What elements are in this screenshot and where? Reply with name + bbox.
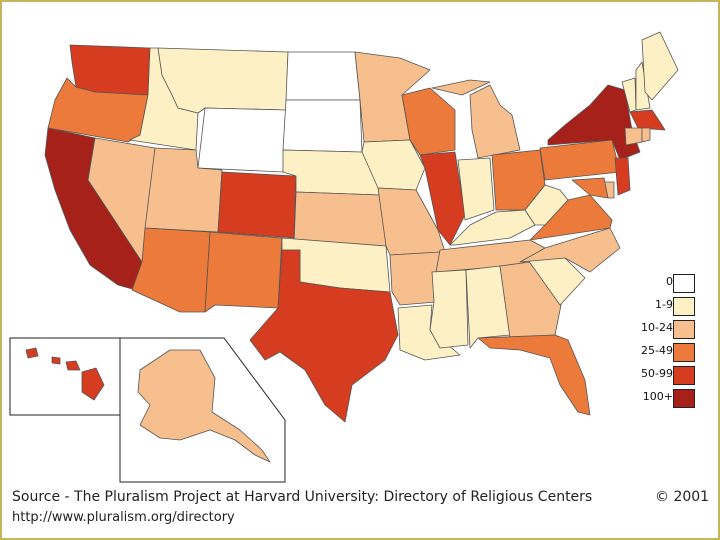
legend-label: 50-99 <box>641 367 673 380</box>
state-CO <box>217 171 297 239</box>
state-WA <box>69 44 151 96</box>
legend-swatch <box>673 366 695 385</box>
legend-item: 100+ <box>625 387 705 409</box>
legend-label: 100+ <box>642 390 673 403</box>
legend-item: 10-24 <box>625 318 705 340</box>
legend-swatch <box>673 274 695 293</box>
state-NC <box>519 227 621 273</box>
state-ND <box>285 51 361 101</box>
state-WV <box>524 184 569 226</box>
state-MA <box>629 109 666 131</box>
source-caption: Source - The Pluralism Project at Harvar… <box>12 489 593 505</box>
state-SD <box>282 99 363 153</box>
legend-label: 1-9 <box>655 298 673 311</box>
state-MD <box>571 177 609 199</box>
state-WI <box>401 87 456 156</box>
state-AL <box>465 265 511 349</box>
state-FL <box>477 334 591 416</box>
state-AR <box>389 251 441 306</box>
legend-label: 0 <box>666 275 673 288</box>
state-NM <box>204 231 283 313</box>
legend-item: 50-99 <box>625 364 705 386</box>
state-KS <box>293 191 387 247</box>
state-WY <box>197 107 287 173</box>
copyright: © 2001 <box>655 489 710 505</box>
state-ME <box>641 31 679 101</box>
inset-frame <box>9 337 286 483</box>
legend-swatch <box>673 297 695 316</box>
state-CT <box>624 127 643 146</box>
legend-label: 25-49 <box>641 344 673 357</box>
legend-swatch <box>673 320 695 339</box>
state-MS <box>429 269 469 349</box>
state-HI <box>25 347 39 359</box>
state-HI <box>51 356 61 365</box>
state-NJ <box>614 157 631 196</box>
state-AZ <box>131 227 211 313</box>
legend-item: 1-9 <box>625 295 705 317</box>
source-url[interactable]: http://www.pluralism.org/directory <box>12 510 235 525</box>
legend-swatch <box>673 389 695 408</box>
legend-item: 0 <box>625 272 705 294</box>
state-HI-group <box>25 347 105 401</box>
legend-item: 25-49 <box>625 341 705 363</box>
state-IN <box>457 157 495 221</box>
state-AK <box>137 349 271 463</box>
state-TX <box>249 249 399 423</box>
state-MT <box>157 47 289 114</box>
legend-label: 10-24 <box>641 321 673 334</box>
state-NH <box>635 61 651 111</box>
state-HI <box>81 367 105 401</box>
state-HI <box>65 360 81 371</box>
state-PA <box>539 139 621 181</box>
state-MI <box>431 79 521 159</box>
state-RI <box>641 127 651 143</box>
legend-swatch <box>673 343 695 362</box>
state-GA <box>499 261 563 339</box>
